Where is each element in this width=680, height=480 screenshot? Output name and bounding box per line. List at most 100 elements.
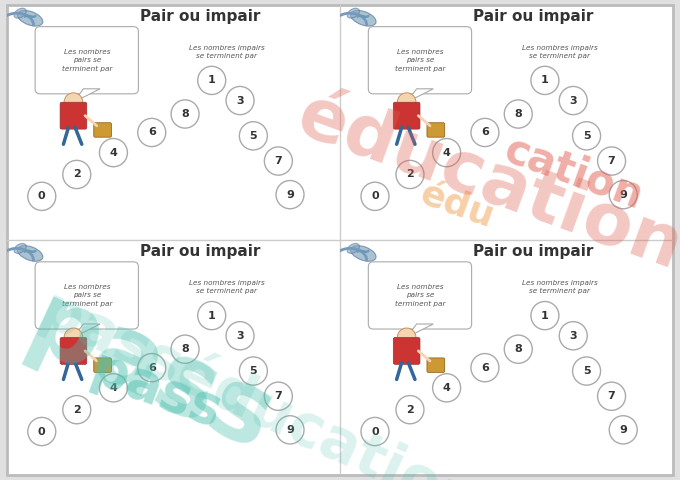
Circle shape [226, 322, 254, 350]
Circle shape [505, 100, 532, 128]
Circle shape [239, 357, 267, 385]
Text: 9: 9 [619, 190, 627, 200]
Polygon shape [407, 89, 433, 102]
Circle shape [138, 119, 166, 146]
Circle shape [559, 86, 588, 115]
Circle shape [198, 66, 226, 95]
Circle shape [226, 86, 254, 115]
Circle shape [28, 182, 56, 210]
Text: Pair ou impair: Pair ou impair [140, 244, 260, 259]
Circle shape [64, 93, 83, 112]
Text: 2: 2 [73, 405, 81, 415]
FancyBboxPatch shape [369, 27, 472, 94]
Circle shape [171, 335, 199, 363]
Text: 6: 6 [481, 128, 489, 137]
Ellipse shape [347, 243, 360, 253]
Ellipse shape [14, 8, 27, 18]
Circle shape [64, 328, 83, 347]
Text: Pair ou impair: Pair ou impair [473, 244, 594, 259]
FancyBboxPatch shape [7, 5, 673, 475]
Text: édu: édu [415, 178, 498, 235]
Text: 5: 5 [583, 366, 590, 376]
Text: 8: 8 [181, 109, 189, 119]
Text: Les nombres impairs
se terminent par: Les nombres impairs se terminent par [522, 280, 598, 294]
Circle shape [573, 122, 600, 150]
FancyBboxPatch shape [427, 358, 445, 372]
Text: 1: 1 [541, 311, 549, 321]
Text: 9: 9 [619, 425, 627, 435]
FancyBboxPatch shape [60, 337, 87, 364]
Circle shape [432, 374, 460, 402]
Text: 1: 1 [208, 75, 216, 85]
Text: ~: ~ [22, 7, 38, 26]
Text: Les nombres
pairs se
terminent par: Les nombres pairs se terminent par [61, 284, 112, 307]
FancyBboxPatch shape [94, 123, 112, 137]
Text: Les nombres impairs
se terminent par: Les nombres impairs se terminent par [189, 45, 265, 59]
Text: 9: 9 [286, 425, 294, 435]
Text: 0: 0 [38, 427, 46, 436]
Text: Les nombres impairs
se terminent par: Les nombres impairs se terminent par [189, 280, 265, 294]
Text: 2: 2 [406, 405, 414, 415]
Text: 5: 5 [250, 131, 257, 141]
Text: éducation: éducation [288, 81, 680, 284]
Text: 2: 2 [406, 169, 414, 180]
Text: 0: 0 [371, 192, 379, 201]
Text: pass: pass [84, 344, 230, 439]
Text: 3: 3 [569, 331, 577, 341]
Text: Les nombres
pairs se
terminent par: Les nombres pairs se terminent par [61, 48, 112, 72]
Circle shape [609, 180, 637, 209]
Text: 6: 6 [148, 128, 156, 137]
Text: 0: 0 [371, 427, 379, 436]
Text: 3: 3 [236, 96, 244, 106]
Text: 7: 7 [608, 156, 615, 166]
Text: pass: pass [12, 276, 287, 473]
Ellipse shape [351, 11, 376, 26]
Circle shape [396, 396, 424, 424]
FancyBboxPatch shape [393, 102, 420, 129]
Text: 4: 4 [109, 148, 118, 157]
Text: Pair ou impair: Pair ou impair [473, 9, 594, 24]
FancyBboxPatch shape [94, 358, 112, 372]
FancyBboxPatch shape [35, 27, 139, 94]
Circle shape [397, 93, 416, 112]
Ellipse shape [14, 243, 27, 253]
Text: 9: 9 [286, 190, 294, 200]
Text: cation: cation [498, 128, 649, 217]
Text: 3: 3 [236, 331, 244, 341]
Circle shape [239, 122, 267, 150]
Circle shape [531, 66, 559, 95]
Polygon shape [73, 324, 100, 337]
FancyBboxPatch shape [35, 262, 139, 329]
Text: 1: 1 [208, 311, 216, 321]
Circle shape [276, 416, 304, 444]
Circle shape [598, 147, 626, 175]
Polygon shape [407, 324, 433, 337]
Text: 2: 2 [73, 169, 81, 180]
Circle shape [99, 374, 127, 402]
FancyBboxPatch shape [60, 102, 87, 129]
Circle shape [138, 354, 166, 382]
Circle shape [361, 182, 389, 210]
Text: 8: 8 [514, 109, 522, 119]
Text: 8: 8 [181, 344, 189, 354]
Circle shape [397, 328, 416, 347]
Circle shape [265, 382, 292, 410]
Circle shape [432, 139, 460, 167]
Circle shape [63, 396, 90, 424]
Text: 1: 1 [541, 75, 549, 85]
Text: 0: 0 [38, 192, 46, 201]
Ellipse shape [18, 246, 43, 261]
Text: 5: 5 [583, 131, 590, 141]
Text: 4: 4 [109, 383, 118, 393]
Text: 3: 3 [569, 96, 577, 106]
FancyBboxPatch shape [393, 337, 420, 364]
Text: 4: 4 [443, 148, 451, 157]
Circle shape [598, 382, 626, 410]
Text: ~: ~ [355, 242, 371, 261]
Text: 4: 4 [443, 383, 451, 393]
Text: Les nombres
pairs se
terminent par: Les nombres pairs se terminent par [394, 48, 445, 72]
Ellipse shape [18, 11, 43, 26]
Circle shape [99, 139, 127, 167]
Circle shape [265, 147, 292, 175]
Circle shape [171, 100, 199, 128]
